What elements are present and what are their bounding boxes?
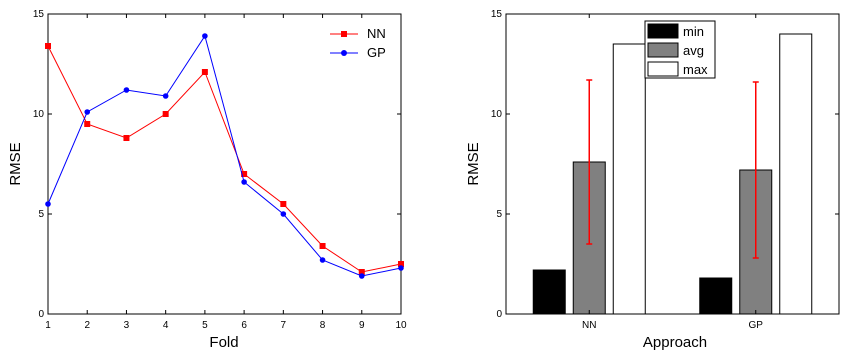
right-y-tick-label: 5 — [496, 209, 502, 220]
left-x-tick-label: 10 — [395, 320, 407, 331]
series-nn-line — [47, 45, 402, 273]
bar-gp-max — [779, 33, 813, 315]
bar-nn-max — [612, 43, 646, 315]
legend-avg-swatch — [647, 42, 679, 58]
left-x-axis-title: Fold — [209, 334, 238, 351]
left-x-tick-label: 8 — [320, 320, 326, 331]
rmse-per-approach-bar-chart: 0 5 10 15 NN GP Approach RMSE min avg max — [465, 9, 840, 351]
legend-entry-nn: NN — [330, 26, 386, 41]
series-nn-point — [84, 121, 91, 127]
left-x-tick-label: 3 — [124, 320, 130, 331]
series-nn-point — [398, 261, 404, 267]
legend-avg-label: avg — [683, 43, 704, 58]
series-gp-point — [162, 93, 169, 99]
left-y-tick-label: 15 — [33, 9, 45, 20]
right-x-axis-title: Approach — [643, 334, 707, 351]
right-x-tick-label: GP — [749, 320, 764, 331]
right-y-axis-title: RMSE — [465, 142, 482, 185]
series-nn-point — [241, 171, 248, 177]
series-nn-point — [319, 243, 326, 249]
legend-nn-label: NN — [367, 26, 386, 41]
series-gp-point — [202, 33, 208, 39]
series-nn-point — [162, 111, 169, 117]
left-x-tick-label: 9 — [359, 320, 365, 331]
right-y-tick-label: 0 — [496, 309, 502, 320]
left-x-tick-label: 2 — [84, 320, 90, 331]
legend-gp-label: GP — [367, 45, 386, 60]
right-y-tick-label: 15 — [491, 9, 503, 20]
legend-entry-gp: GP — [330, 45, 386, 60]
series-gp-line — [47, 34, 402, 277]
series-nn-point — [358, 269, 365, 275]
series-gp-point — [123, 87, 130, 93]
legend-max-swatch — [647, 61, 679, 77]
legend-gp-marker — [341, 50, 347, 56]
series-nn-point — [45, 43, 51, 49]
left-y-tick-label: 10 — [33, 109, 45, 120]
legend-nn-marker — [341, 31, 347, 37]
series-nn-point — [280, 201, 287, 207]
bar-gp-min — [699, 277, 733, 315]
left-y-tick-label: 0 — [38, 309, 44, 320]
left-plot-area — [47, 13, 402, 315]
left-y-axis-title: RMSE — [7, 142, 24, 185]
legend-max-label: max — [683, 62, 708, 77]
series-gp-point — [280, 211, 287, 217]
series-gp-point — [84, 109, 91, 115]
left-legend: NN GP — [330, 26, 386, 60]
legend-min-label: min — [683, 24, 704, 39]
left-x-tick-label: 7 — [281, 320, 287, 331]
right-x-tick-label: NN — [582, 320, 596, 331]
series-gp-point — [398, 265, 404, 271]
legend-min-swatch — [647, 23, 679, 39]
series-gp-point — [358, 273, 365, 279]
left-x-tick-label: 6 — [241, 320, 247, 331]
right-y-tick-label: 10 — [491, 109, 503, 120]
series-nn-point — [123, 135, 130, 141]
series-nn-point — [201, 69, 208, 75]
series-gp-point — [45, 201, 51, 207]
right-legend: min avg max — [644, 20, 716, 79]
left-x-tick-label: 1 — [45, 320, 51, 331]
rmse-per-fold-line-chart: 0 5 10 15 1 2 3 4 5 6 7 8 9 10 Fold RMSE NN GP — [7, 9, 407, 351]
left-y-tick-label: 5 — [38, 209, 44, 220]
bar-nn-min — [532, 269, 566, 315]
series-gp-point — [319, 257, 326, 263]
left-x-tick-label: 4 — [163, 320, 169, 331]
left-x-tick-label: 5 — [202, 320, 208, 331]
series-gp-point — [241, 179, 247, 185]
